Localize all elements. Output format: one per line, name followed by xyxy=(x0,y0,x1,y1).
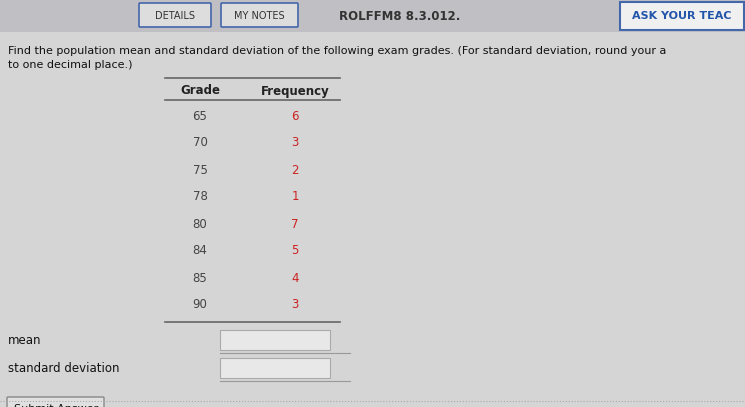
Text: 90: 90 xyxy=(192,298,207,311)
Text: MY NOTES: MY NOTES xyxy=(234,11,285,21)
Text: 3: 3 xyxy=(291,298,299,311)
Text: 65: 65 xyxy=(192,109,207,123)
Text: Find the population mean and standard deviation of the following exam grades. (F: Find the population mean and standard de… xyxy=(8,46,666,56)
Bar xyxy=(0,0,745,32)
Text: ROLFFM8 8.3.012.: ROLFFM8 8.3.012. xyxy=(339,9,460,22)
Text: 85: 85 xyxy=(193,271,207,284)
FancyBboxPatch shape xyxy=(620,2,744,30)
FancyBboxPatch shape xyxy=(221,3,298,27)
Text: to one decimal place.): to one decimal place.) xyxy=(8,60,133,70)
Bar xyxy=(220,330,330,350)
Text: 7: 7 xyxy=(291,217,299,230)
Text: mean: mean xyxy=(8,333,42,346)
Text: 78: 78 xyxy=(192,190,207,204)
Text: 80: 80 xyxy=(193,217,207,230)
Text: Submit Answer: Submit Answer xyxy=(14,404,98,407)
Text: DETAILS: DETAILS xyxy=(155,11,195,21)
Text: 2: 2 xyxy=(291,164,299,177)
Text: 3: 3 xyxy=(291,136,299,149)
Text: Frequency: Frequency xyxy=(261,85,329,98)
Text: standard deviation: standard deviation xyxy=(8,361,119,374)
Text: 75: 75 xyxy=(192,164,207,177)
Text: 5: 5 xyxy=(291,245,299,258)
Text: Grade: Grade xyxy=(180,85,220,98)
FancyBboxPatch shape xyxy=(7,397,104,407)
Text: ASK YOUR TEAC: ASK YOUR TEAC xyxy=(633,11,732,21)
Bar xyxy=(220,358,330,378)
Text: 4: 4 xyxy=(291,271,299,284)
Text: 70: 70 xyxy=(192,136,207,149)
Text: 84: 84 xyxy=(192,245,207,258)
Text: 6: 6 xyxy=(291,109,299,123)
FancyBboxPatch shape xyxy=(139,3,211,27)
Text: 1: 1 xyxy=(291,190,299,204)
